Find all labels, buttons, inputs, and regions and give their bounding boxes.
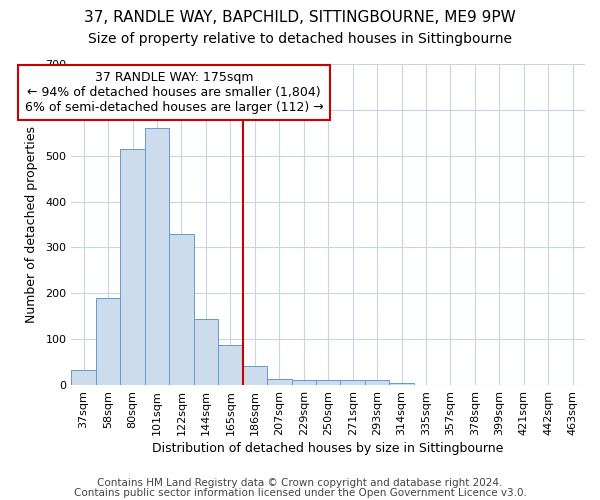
Bar bbox=[218, 344, 242, 385]
X-axis label: Distribution of detached houses by size in Sittingbourne: Distribution of detached houses by size … bbox=[152, 442, 504, 455]
Bar bbox=[316, 380, 340, 385]
Bar bbox=[194, 318, 218, 385]
Bar bbox=[71, 370, 96, 385]
Text: Size of property relative to detached houses in Sittingbourne: Size of property relative to detached ho… bbox=[88, 32, 512, 46]
Y-axis label: Number of detached properties: Number of detached properties bbox=[25, 126, 38, 323]
Bar bbox=[96, 298, 120, 385]
Text: Contains HM Land Registry data © Crown copyright and database right 2024.: Contains HM Land Registry data © Crown c… bbox=[97, 478, 503, 488]
Text: 37 RANDLE WAY: 175sqm
← 94% of detached houses are smaller (1,804)
6% of semi-de: 37 RANDLE WAY: 175sqm ← 94% of detached … bbox=[25, 71, 323, 114]
Bar bbox=[242, 366, 267, 385]
Bar bbox=[169, 234, 194, 385]
Bar bbox=[145, 128, 169, 385]
Text: Contains public sector information licensed under the Open Government Licence v3: Contains public sector information licen… bbox=[74, 488, 526, 498]
Bar bbox=[120, 149, 145, 385]
Bar bbox=[292, 380, 316, 385]
Text: 37, RANDLE WAY, BAPCHILD, SITTINGBOURNE, ME9 9PW: 37, RANDLE WAY, BAPCHILD, SITTINGBOURNE,… bbox=[84, 10, 516, 25]
Bar bbox=[389, 383, 414, 385]
Bar bbox=[340, 380, 365, 385]
Bar bbox=[365, 380, 389, 385]
Bar bbox=[267, 378, 292, 385]
